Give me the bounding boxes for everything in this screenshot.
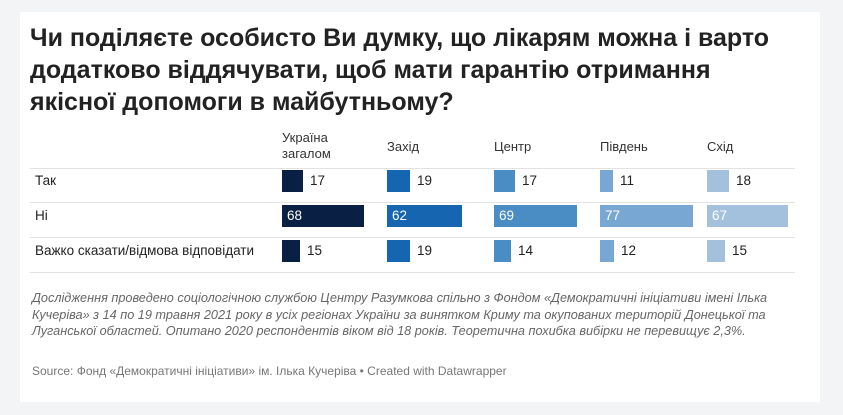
bar	[494, 205, 577, 227]
bar	[494, 240, 511, 262]
bar	[707, 170, 729, 192]
bar	[282, 205, 364, 227]
row-label: Так	[35, 173, 57, 188]
row-label: Ні	[35, 208, 48, 223]
data-label: 12	[621, 243, 637, 258]
data-label: 15	[307, 243, 323, 258]
data-label: 18	[736, 173, 752, 188]
bar	[387, 170, 410, 192]
column-header: Схід	[707, 139, 734, 154]
bar	[707, 205, 788, 227]
row-divider	[30, 237, 795, 238]
data-label: 68	[287, 208, 303, 223]
column-header: Захід	[387, 139, 420, 154]
methodology-note: Дослідження проведено соціологічною служ…	[32, 291, 768, 338]
data-label: 14	[518, 243, 534, 258]
data-label: 17	[310, 173, 326, 188]
column-header: Центр	[494, 139, 532, 154]
row-label: Важко сказати/відмова відповідати	[35, 243, 255, 258]
data-label: 77	[605, 208, 621, 223]
bar	[600, 170, 613, 192]
data-label: 19	[417, 243, 433, 258]
bar	[494, 170, 515, 192]
chart-card: Чи поділяєте особисто Ви думку, що лікар…	[20, 12, 820, 402]
bar	[707, 240, 725, 262]
data-label: 67	[712, 208, 728, 223]
data-label: 62	[392, 208, 408, 223]
data-label: 19	[417, 173, 433, 188]
data-label: 15	[732, 243, 748, 258]
bar	[282, 170, 303, 192]
row-divider	[30, 202, 795, 203]
source-line: Source: Фонд «Демократичні ініціативи» і…	[32, 364, 507, 378]
row-divider	[30, 272, 795, 273]
column-header: Південь	[600, 139, 648, 154]
bar	[387, 240, 410, 262]
bar	[282, 240, 300, 262]
data-label: 11	[620, 173, 635, 188]
bar	[600, 240, 614, 262]
bar	[600, 205, 693, 227]
column-header: Україна загалом	[282, 130, 331, 161]
bar	[387, 205, 462, 227]
data-label: 17	[522, 173, 538, 188]
row-divider	[30, 168, 795, 169]
chart-title: Чи поділяєте особисто Ви думку, що лікар…	[30, 24, 770, 116]
data-label: 69	[499, 208, 515, 223]
